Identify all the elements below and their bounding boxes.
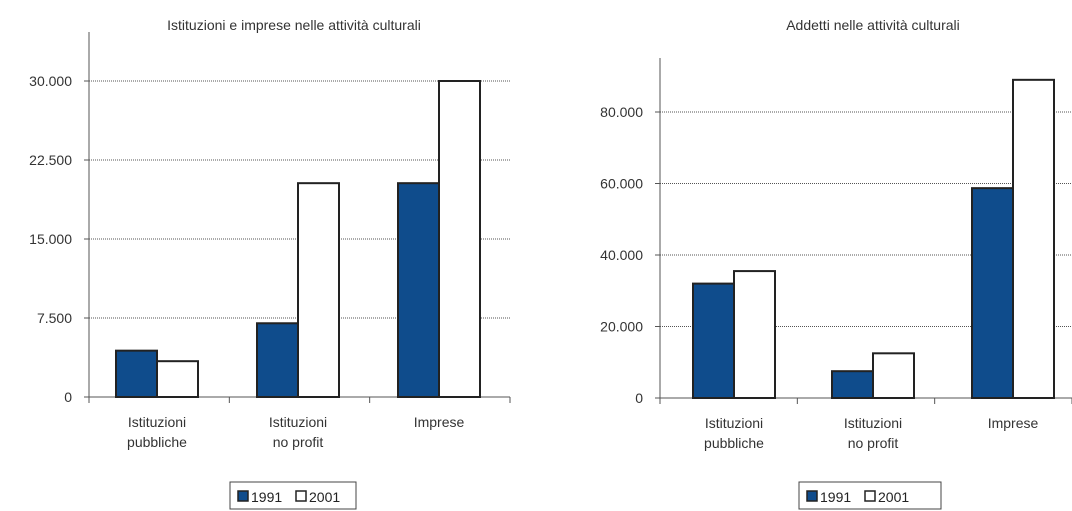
y-tick-label: 0 <box>64 389 72 405</box>
y-tick-label: 22.500 <box>29 152 72 168</box>
y-tick-label: 15.000 <box>29 231 72 247</box>
x-category-label-line: Istituzioni <box>269 414 327 430</box>
bar-2001-1 <box>733 270 776 399</box>
bar-2001-2 <box>297 182 340 398</box>
legend-swatch-1991 <box>237 490 249 502</box>
bar-1991-1 <box>115 349 158 398</box>
x-category-label-line: pubbliche <box>704 435 764 451</box>
legend-swatch-2001 <box>295 490 307 502</box>
x-category-label-line: Istituzioni <box>844 415 902 431</box>
x-category-label-line: Istituzioni <box>705 415 763 431</box>
bar-1991-2 <box>831 370 874 399</box>
legend-box <box>229 481 357 510</box>
x-category-label: Istituzioni no profit <box>269 414 327 450</box>
legend-label-1991: 1991 <box>251 489 282 505</box>
bar-1991-1 <box>692 282 735 400</box>
y-tick-label: 20.000 <box>600 319 643 335</box>
bar-1991-3 <box>971 187 1014 399</box>
y-tick-label: 60.000 <box>600 176 643 192</box>
legend-swatch-2001 <box>864 490 876 502</box>
legend-label-1991: 1991 <box>820 489 851 505</box>
bar-1991-3 <box>397 182 440 398</box>
x-category-label: Imprese <box>988 415 1039 431</box>
x-category-label-line: Imprese <box>988 415 1039 431</box>
x-category-label: Istituzioni pubbliche <box>704 415 764 451</box>
bar-2001-1 <box>156 360 199 399</box>
chart-title: Istituzioni e imprese nelle attività cul… <box>167 17 421 33</box>
legend-swatch-1991 <box>806 490 818 502</box>
bar-1991-2 <box>256 322 299 398</box>
y-tick-label: 7.500 <box>37 310 72 326</box>
y-tick-label: 40.000 <box>600 247 643 263</box>
chart-1: Istituzioni e imprese nelle attività cul… <box>29 17 511 510</box>
x-category-label-line: Imprese <box>414 414 465 430</box>
x-category-label-line: no profit <box>848 435 899 451</box>
chart-title: Addetti nelle attività culturali <box>786 17 960 33</box>
y-tick-label: 80.000 <box>600 104 643 120</box>
bar-2001-3 <box>438 80 481 398</box>
x-category-label: Istituzioni no profit <box>844 415 902 451</box>
bar-2001-2 <box>872 352 915 399</box>
chart-2: Addetti nelle attività culturali 0 20.000 4… <box>600 17 1072 510</box>
x-category-label-line: pubbliche <box>127 434 187 450</box>
legend-label-2001: 2001 <box>309 489 340 505</box>
x-category-label-line: Istituzioni <box>128 414 186 430</box>
y-tick-label: 30.000 <box>29 73 72 89</box>
legend-label-2001: 2001 <box>878 489 909 505</box>
bar-2001-3 <box>1012 78 1055 399</box>
x-category-label: Istituzioni pubbliche <box>127 414 187 450</box>
x-category-label: Imprese <box>414 414 465 430</box>
x-category-label-line: no profit <box>273 434 324 450</box>
y-tick-label: 0 <box>635 390 643 406</box>
